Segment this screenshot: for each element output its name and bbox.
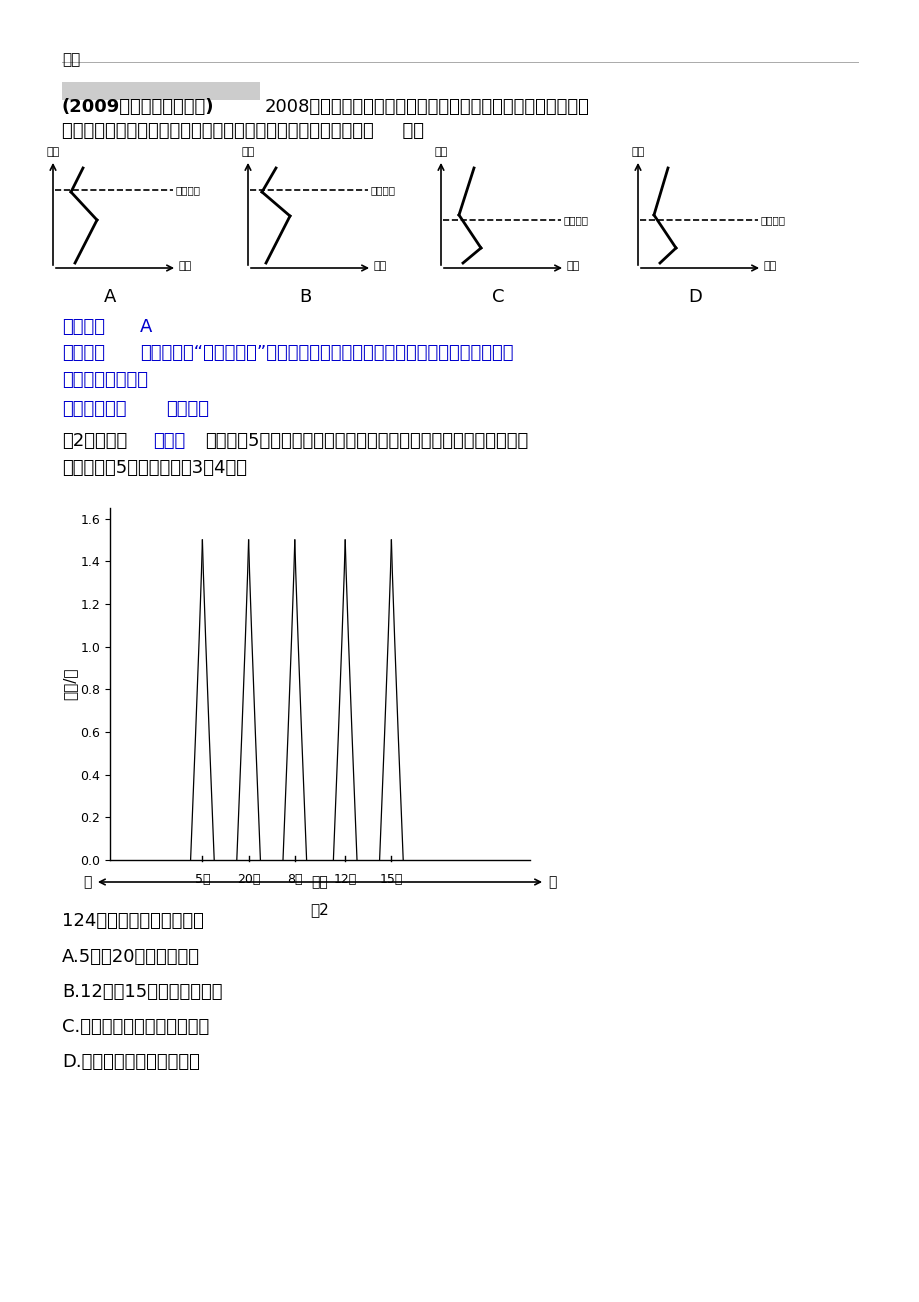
Text: 日出时间为5时。读图回答3～4题。: 日出时间为5时。读图回答3～4题。: [62, 460, 246, 477]
Text: 升而增高的即可。: 升而增高的即可。: [62, 371, 148, 389]
Text: 气温: 气温: [374, 260, 387, 271]
Text: (2009年高考上海综合卷): (2009年高考上海综合卷): [62, 98, 214, 116]
Text: 2008年初的雪灾与大气的逆温现象有关。逆温是指对流层中气温: 2008年初的雪灾与大气的逆温现象有关。逆温是指对流层中气温: [265, 98, 589, 116]
Text: 图2为北半球: 图2为北半球: [62, 432, 127, 450]
Text: D: D: [687, 288, 701, 306]
Text: B.12时、15时出现逆温现象: B.12时、15时出现逆温现象: [62, 983, 222, 1001]
Text: 【考点定位】: 【考点定位】: [62, 400, 127, 418]
Bar: [62, 82, 260, 100]
Text: B: B: [299, 288, 311, 306]
Text: 气温: 气温: [566, 260, 580, 271]
Text: 审题时注意“近地面逆温”而非整个对流层逆温。找出图中近地面气温随高度上: 审题时注意“近地面逆温”而非整个对流层逆温。找出图中近地面气温随高度上: [140, 344, 513, 362]
Text: 低: 低: [84, 875, 92, 889]
Text: 12时: 12时: [334, 872, 357, 885]
Text: 8时: 8时: [287, 872, 302, 885]
Text: 高度: 高度: [434, 147, 448, 158]
Text: 对流层顶: 对流层顶: [370, 185, 395, 195]
Y-axis label: 高度/米: 高度/米: [62, 668, 77, 700]
Text: D.气温日较差自下而上增大: D.气温日较差自下而上增大: [62, 1053, 199, 1072]
Text: 逆温现象: 逆温现象: [165, 400, 209, 418]
Text: 高度: 高度: [46, 147, 60, 158]
Text: 高: 高: [548, 875, 556, 889]
Text: 随高度上升而增高的现象。下列四图中表示近地面逆温现象的是（     ）。: 随高度上升而增高的现象。下列四图中表示近地面逆温现象的是（ ）。: [62, 122, 424, 141]
Text: 图2: 图2: [311, 902, 329, 917]
Text: C: C: [492, 288, 504, 306]
Text: 【答案】: 【答案】: [62, 318, 105, 336]
Text: 【解析】: 【解析】: [62, 344, 105, 362]
Text: A: A: [104, 288, 116, 306]
Text: A.5时、20时大气较稳定: A.5时、20时大气较稳定: [62, 948, 199, 966]
Text: 对流层顶: 对流层顶: [563, 215, 588, 225]
Text: 高度: 高度: [241, 147, 255, 158]
Text: 某地某日5次观测到的近地面气温垂直分布示意图。当日天气晴朗，: 某地某日5次观测到的近地面气温垂直分布示意图。当日天气晴朗，: [205, 432, 528, 450]
Text: 5时: 5时: [195, 872, 210, 885]
Text: 20时: 20时: [237, 872, 260, 885]
Text: 124．由图中信息可分析出: 124．由图中信息可分析出: [62, 911, 204, 930]
Text: C.大气热量直接来自太阳辐射: C.大气热量直接来自太阳辐射: [62, 1018, 209, 1036]
Text: 逆温: 逆温: [62, 52, 80, 66]
Text: 对流层顶: 对流层顶: [760, 215, 785, 225]
Text: 气温: 气温: [763, 260, 777, 271]
Text: 气温: 气温: [179, 260, 192, 271]
Text: 气温: 气温: [312, 875, 328, 889]
Text: A: A: [140, 318, 153, 336]
Text: 高度: 高度: [630, 147, 644, 158]
Text: 对流层顶: 对流层顶: [176, 185, 200, 195]
Text: 15时: 15时: [380, 872, 403, 885]
Text: 中纬度: 中纬度: [153, 432, 185, 450]
